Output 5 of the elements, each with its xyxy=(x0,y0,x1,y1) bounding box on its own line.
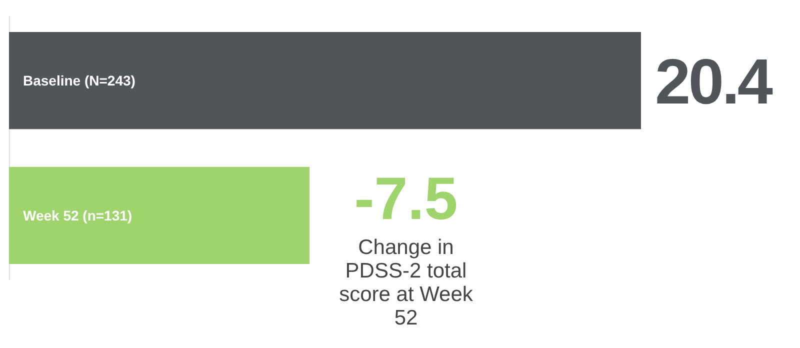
annotation: -7.5 xyxy=(354,164,458,232)
annotation: Change in PDSS-2 total score at Week 52 xyxy=(339,236,474,330)
data-label: 20.4 xyxy=(655,46,774,118)
y-tick-label: Baseline (N=243) xyxy=(23,72,136,88)
y-tick-label: Week 52 (n=131) xyxy=(23,207,132,224)
